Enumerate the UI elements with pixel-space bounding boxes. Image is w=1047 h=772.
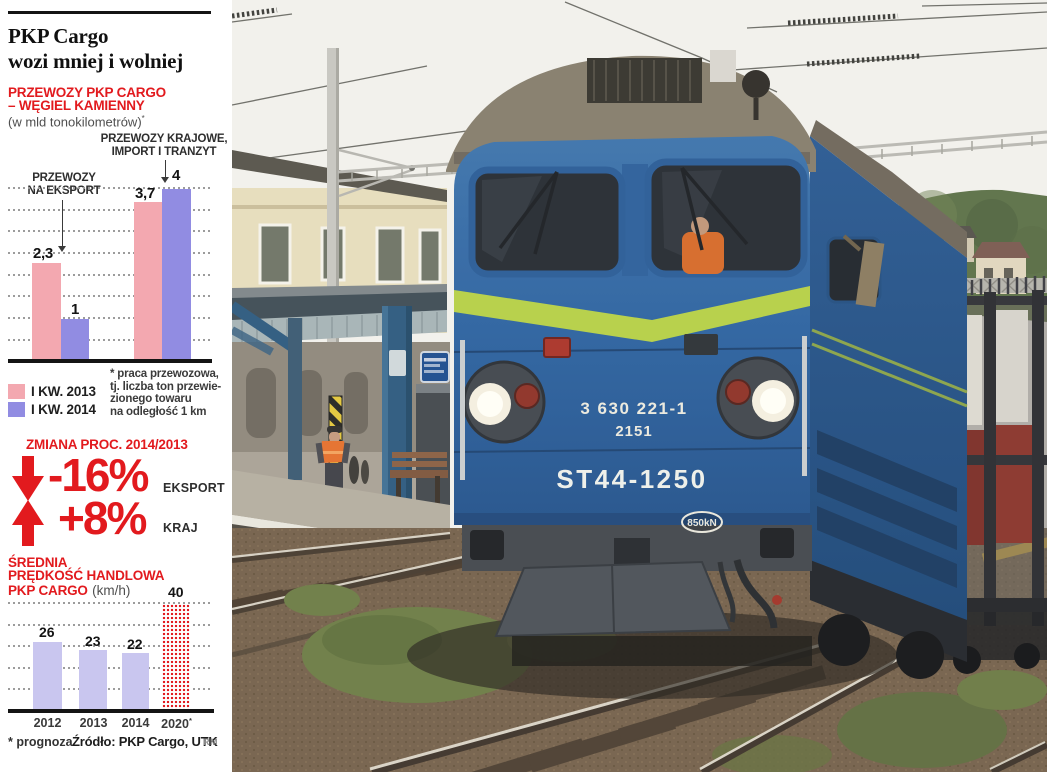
bar-2013-eksport (32, 263, 61, 362)
chart1-unit-note: (w mld tonokilometrów)* (8, 114, 145, 130)
arrow-up-icon (12, 500, 44, 546)
legend-swatch-2014 (8, 402, 25, 417)
handrail-right (802, 336, 807, 476)
headlight-left (462, 360, 546, 444)
station-photo: 3 630 221-1 2151 ST44-1250 850kN (232, 0, 1047, 772)
forecast-footnote: * prognoza (8, 735, 73, 749)
roof-chimney (710, 50, 736, 82)
headlight-right (716, 356, 800, 440)
loco-side (810, 120, 968, 679)
loco-name: ST44-1250 (556, 464, 707, 494)
value-label-4: 4 (172, 167, 181, 184)
green-stripe (454, 286, 810, 342)
kraj-change-label: KRAJ (163, 521, 198, 535)
footnote-marker: * (141, 114, 145, 123)
eksport-change-label: EKSPORT (163, 481, 225, 495)
krajowe-pointer-head (161, 177, 169, 183)
title-line-1: PKP Cargo (8, 24, 109, 48)
axis-2020: 2020* (161, 716, 192, 732)
legend-swatch-2013 (8, 384, 25, 399)
roof-horn (742, 70, 770, 98)
svg-text:850kN: 850kN (687, 518, 716, 529)
speed-heading-l2: PRĘDKOŚĆ HANDLOWA (8, 568, 165, 583)
chart1-heading-line1: PRZEWOZY PKP CARGO (8, 85, 166, 100)
axis-2014: 2014 (121, 716, 150, 730)
chart1-freight-volumes (8, 185, 216, 362)
bar-2014-kraj (162, 189, 191, 362)
load-badge: 850kN (681, 511, 723, 533)
handrail-left (460, 340, 465, 480)
bar-2014-eksport (61, 319, 89, 362)
arrow-down-icon (12, 456, 44, 501)
eksport-change-value: -16% (48, 449, 149, 501)
chart2-average-speed (8, 600, 216, 712)
speed-value-2014: 22 (127, 636, 143, 652)
station-sign (420, 351, 450, 383)
bar-speed-2020-forecast (162, 604, 190, 712)
chart1-footnote: * praca przewozowa, tj. liczba ton przew… (110, 368, 222, 418)
brake-hose (733, 559, 778, 629)
top-rule (8, 11, 211, 14)
chart1-group1-label-l1: PRZEWOZY (32, 172, 96, 184)
chart2-baseline (8, 709, 214, 713)
eksport-pointer-line (62, 200, 63, 246)
bar-2013-kraj (134, 202, 162, 362)
legend-label-2013: I KW. 2013 (31, 384, 96, 399)
chart1-heading-line2: – WĘGIEL KAMIENNY (8, 98, 145, 113)
canopy-columns (232, 301, 416, 554)
chart1-baseline (8, 359, 212, 363)
legend-label-2014: I KW. 2014 (31, 402, 96, 417)
loco-unit-number: 2151 (615, 423, 652, 440)
distant-train-roof (416, 384, 450, 393)
bench (390, 452, 448, 504)
bar-speed-2012 (33, 642, 62, 712)
chart1-group2-label-l2: IMPORT I TRANZYT (111, 146, 217, 158)
krajowe-pointer-line (165, 160, 166, 177)
bar-speed-2014 (122, 653, 149, 712)
value-label-1: 1 (71, 301, 80, 318)
axis-2012: 2012 (33, 716, 62, 730)
speed-heading-l3: PKP CARGO (km/h) (8, 583, 131, 598)
change-heading: ZMIANA PROC. 2014/2013 (26, 437, 188, 452)
upper-track (232, 531, 483, 658)
speed-value-2013: 23 (85, 633, 101, 649)
marker-box (684, 334, 718, 355)
loco-number: 3 630 221-1 (580, 399, 687, 418)
value-label-3-7: 3,7 (135, 185, 155, 202)
chart1-group2-label-l1: PRZEWOZY KRAJOWE, (100, 133, 228, 145)
bar-speed-2013 (79, 650, 107, 712)
haze-overlay (232, 0, 1047, 772)
speed-value-2020: 40 (168, 584, 184, 600)
speed-value-2012: 26 (39, 624, 55, 640)
value-label-2-3: 2,3 (33, 245, 53, 262)
near-track (369, 635, 1047, 772)
kraj-change-value: +8% (58, 492, 147, 544)
credit: RM (203, 737, 218, 747)
eksport-pointer-head (58, 246, 66, 252)
red-marker-lamp (543, 337, 571, 358)
wipers (498, 166, 749, 255)
infographic-panel: PKP Cargo wozi mniej i wolniej PRZEWOZY … (0, 0, 232, 772)
page-title: PKP Cargo wozi mniej i wolniej (8, 24, 183, 74)
source-line: Źródło: PKP Cargo, UTK (72, 734, 218, 749)
wire-insulators (232, 7, 921, 67)
speed-heading-l1: ŚREDNIA (8, 555, 68, 570)
axis-2013: 2013 (79, 716, 108, 730)
title-line-2: wozi mniej i wolniej (8, 49, 184, 73)
locomotive-front: 3 630 221-1 2151 ST44-1250 850kN (446, 50, 816, 666)
